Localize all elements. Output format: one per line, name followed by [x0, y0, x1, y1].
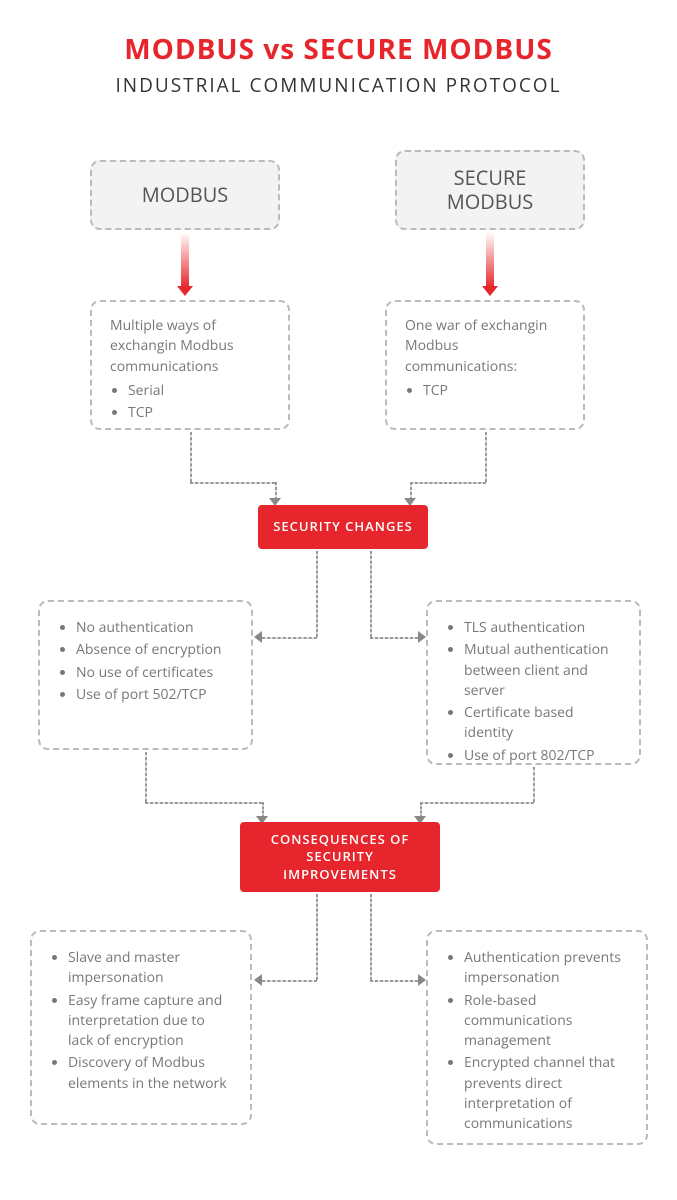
title-left: MODBUS — [124, 30, 255, 68]
list-item: TCP — [423, 381, 565, 401]
text: Multiple ways of exchangin Modbus commun… — [110, 316, 270, 377]
page-title: MODBUS vs SECURE MODBUS — [0, 0, 677, 68]
list: No authenticationAbsence of encryption No… — [58, 618, 233, 705]
list-item: Certificate based identity — [464, 703, 621, 744]
list: SerialTCP — [110, 381, 270, 424]
list-item: No use of certificates — [76, 663, 233, 683]
list: TLS authenticationMutual authentication … — [446, 618, 621, 766]
title-right: SECURE MODBUS — [303, 30, 552, 68]
list-item: TCP — [128, 403, 270, 423]
redbox-consequences: CONSEQUENCES OF SECURITY IMPROVEMENTS — [240, 822, 440, 892]
list: Authentication prevents impersonationRol… — [446, 948, 628, 1135]
diagram-stage: MODBUS SECURE MODBUS Multiple ways of ex… — [0, 140, 677, 1200]
list-item: Discovery of Modbus elements in the netw… — [68, 1053, 232, 1094]
list-item: Easy frame capture and interpretation du… — [68, 991, 232, 1052]
list: TCP — [405, 381, 565, 401]
redbox-security-changes: SECURITY CHANGES — [258, 505, 428, 549]
page-subtitle: INDUSTRIAL COMMUNICATION PROTOCOL — [0, 72, 677, 98]
text: One war of exchangin Modbus communicatio… — [405, 316, 565, 377]
header-modbus: MODBUS — [90, 160, 280, 230]
title-vs: vs — [255, 30, 303, 68]
list-item: Use of port 802/TCP — [464, 746, 621, 766]
list-item: Slave and master impersonation — [68, 948, 232, 989]
arrow-down-icon — [181, 232, 189, 288]
list: Slave and master impersonationEasy frame… — [50, 948, 232, 1094]
list-item: TLS authentication — [464, 618, 621, 638]
list-item: Serial — [128, 381, 270, 401]
label: SECURITY CHANGES — [273, 518, 413, 536]
list-item: Encrypted channel that prevents direct i… — [464, 1053, 628, 1134]
header-secure-modbus-label: SECURE MODBUS — [415, 166, 565, 214]
list-item: Mutual authentication between client and… — [464, 640, 621, 701]
list-item: No authentication — [76, 618, 233, 638]
box-modbus-intro: Multiple ways of exchangin Modbus commun… — [90, 300, 290, 430]
list-item: Role-based communications management — [464, 991, 628, 1052]
box-modbus-consequences: Slave and master impersonationEasy frame… — [30, 930, 252, 1125]
box-secure-security: TLS authenticationMutual authentication … — [426, 600, 641, 765]
header-secure-modbus: SECURE MODBUS — [395, 150, 585, 230]
header-modbus-label: MODBUS — [142, 183, 229, 207]
list-item: Use of port 502/TCP — [76, 685, 233, 705]
box-secure-intro: One war of exchangin Modbus communicatio… — [385, 300, 585, 430]
list-item: Absence of encryption — [76, 640, 233, 660]
box-modbus-security: No authenticationAbsence of encryption No… — [38, 600, 253, 750]
list-item: Authentication prevents impersonation — [464, 948, 628, 989]
label: CONSEQUENCES OF SECURITY IMPROVEMENTS — [254, 831, 426, 884]
arrow-down-icon — [486, 232, 494, 288]
box-secure-consequences: Authentication prevents impersonationRol… — [426, 930, 648, 1145]
